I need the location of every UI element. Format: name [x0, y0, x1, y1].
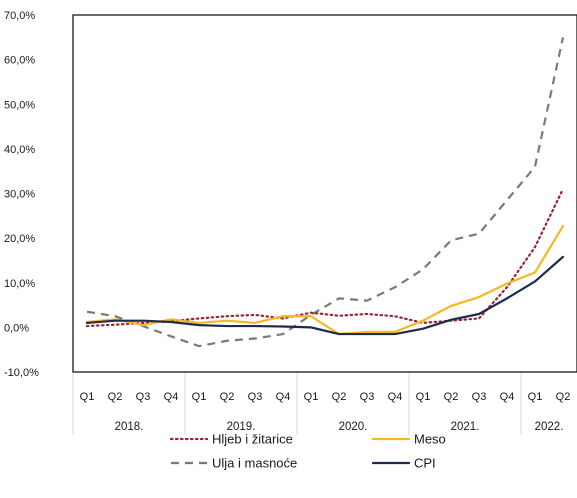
x-tick-label: Q1	[304, 391, 319, 403]
plot-lines	[85, 37, 565, 348]
x-tick-label: Q3	[248, 391, 263, 403]
legend: Hljeb i žitarice Meso Ulja i masnoće CPI	[169, 432, 446, 471]
y-tick-label: 40,0%	[4, 144, 35, 156]
x-tick-label: Q2	[332, 391, 347, 403]
x-tick-label: Q1	[192, 391, 207, 403]
year-label: 2019.	[227, 421, 256, 433]
y-axis-labels: -10,0% 0,0% 10,0% 20,0% 30,0% 40,0% 50,0% 60,0%…	[4, 10, 39, 379]
series-line	[85, 255, 565, 336]
y-tick-label: 0,0%	[4, 322, 29, 334]
y-tick-label: 10,0%	[4, 278, 35, 290]
series-line	[85, 224, 565, 336]
legend-label: Ulja i masnoće	[212, 456, 297, 471]
legend-label: Hljeb i žitarice	[212, 432, 293, 447]
x-tick-label: Q3	[360, 391, 375, 403]
year-label: 2020.	[339, 421, 368, 433]
legend-label: Meso	[414, 432, 446, 447]
x-tick-label: Q3	[136, 391, 151, 403]
legend-label: CPI	[414, 456, 436, 471]
x-tick-label: Q2	[556, 391, 571, 403]
x-tick-label: Q2	[108, 391, 123, 403]
plot-border	[72, 14, 577, 373]
year-label: 2021.	[451, 421, 480, 433]
y-tick-label: 60,0%	[4, 55, 35, 67]
y-tick-label: 30,0%	[4, 189, 35, 201]
x-tick-label: Q3	[472, 391, 487, 403]
y-tick-label: 20,0%	[4, 233, 35, 245]
y-tick-label: -10,0%	[4, 367, 39, 379]
x-tick-label: Q1	[416, 391, 431, 403]
year-label: 2018.	[115, 421, 144, 433]
x-tick-label: Q1	[80, 391, 95, 403]
x-tick-label: Q4	[388, 391, 403, 403]
x-tick-label: Q4	[276, 391, 291, 403]
x-tick-label: Q2	[220, 391, 235, 403]
y-tick-label: 70,0%	[4, 10, 35, 22]
year-label: 2022.	[535, 421, 564, 433]
x-tick-label: Q4	[500, 391, 515, 403]
x-tick-label: Q1	[528, 391, 543, 403]
y-tick-label: 50,0%	[4, 99, 35, 111]
x-tick-label: Q2	[444, 391, 459, 403]
x-axis: Q1 Q2 Q3 Q4 Q1 Q2 Q3 Q4 Q1 Q2 Q3 Q4 Q1 Q2 Q3 Q4 Q1 Q2 2018…	[72, 372, 571, 435]
x-tick-label: Q4	[164, 391, 179, 403]
series-line	[86, 37, 565, 348]
